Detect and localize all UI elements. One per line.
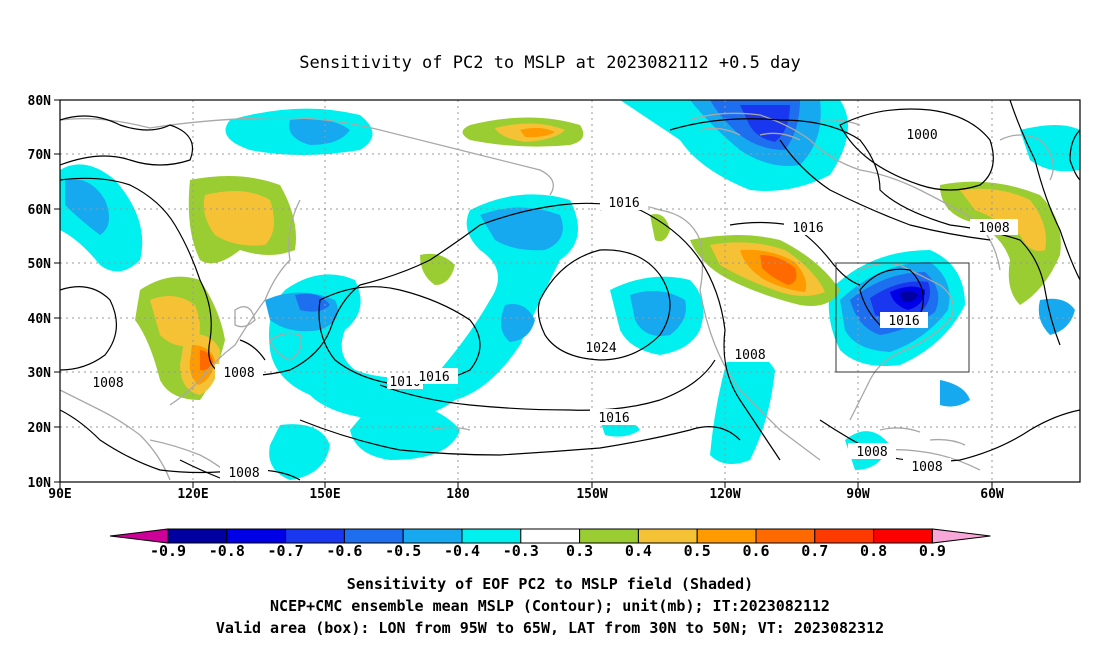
colorbar-label: 0.9: [919, 542, 946, 560]
colorbar-label: -0.8: [209, 542, 245, 560]
colorbar-segment: [579, 528, 639, 544]
grid-lines: [60, 100, 1080, 482]
contour-label: 1016: [888, 314, 919, 329]
contour-label: 1008: [223, 366, 254, 381]
colorbar-label: -0.7: [268, 542, 304, 560]
caption-line-2: NCEP+CMC ensemble mean MSLP (Contour); u…: [270, 597, 830, 615]
lat-label: 20N: [28, 421, 52, 436]
contour-label: 1008: [228, 466, 259, 481]
coastlines: [60, 112, 1054, 481]
colorbar-segment: [755, 528, 816, 544]
contour-label: 1000: [906, 128, 937, 143]
contour-labels: 1000 1008 1008 1008 1008 1008 1008 1008 …: [84, 126, 1018, 481]
lat-label: 40N: [28, 312, 52, 327]
mslp-contours: [60, 100, 1080, 481]
contour-label: 1016: [792, 221, 823, 236]
colorbar-label: -0.5: [385, 542, 421, 560]
axis-ticks: [54, 99, 993, 488]
colorbar-segment: [461, 528, 522, 544]
lat-label: 10N: [28, 476, 52, 491]
contour-label: 1024: [585, 341, 616, 356]
colorbar-segment: [696, 528, 757, 544]
lat-label: 60N: [28, 203, 52, 218]
lon-label: 150W: [576, 487, 607, 502]
latitude-labels: 80N 70N 60N 50N 40N 30N 20N 10N: [28, 94, 52, 491]
lon-label: 90W: [846, 487, 870, 502]
colorbar-label: -0.6: [326, 542, 362, 560]
lon-label: 120W: [709, 487, 740, 502]
colorbar-label: 0.8: [860, 542, 887, 560]
lon-label: 90E: [48, 487, 71, 502]
map-frame: [59, 99, 1081, 483]
colorbar-label: 0.3: [566, 542, 593, 560]
colorbar-segment: [873, 528, 933, 544]
contour-label: 1008: [92, 376, 123, 391]
contour-label: 1008: [734, 348, 765, 363]
colorbar: -0.9 -0.8 -0.7 -0.6 -0.5 -0.4 -0.3 0.3 0.4 0.5 0.6…: [109, 528, 991, 560]
colorbar-segment: [520, 528, 581, 544]
caption-line-1: Sensitivity of EOF PC2 to MSLP field (Sh…: [347, 575, 753, 593]
lat-label: 30N: [28, 366, 52, 381]
contour-label: 1008: [978, 221, 1009, 236]
contour-label: 1016: [598, 411, 629, 426]
colorbar-segment: [402, 528, 463, 544]
lon-label: 60W: [980, 487, 1004, 502]
colorbar-label: -0.3: [503, 542, 539, 560]
colorbar-label: -0.4: [444, 542, 480, 560]
colorbar-segment: [814, 528, 875, 544]
colorbar-segment: [637, 528, 698, 544]
colorbar-segment: [343, 528, 404, 544]
contour-label: 1016: [418, 370, 449, 385]
lat-label: 80N: [28, 94, 52, 109]
colorbar-segment: [167, 528, 228, 544]
colorbar-label: 0.6: [742, 542, 769, 560]
colorbar-label: 0.5: [684, 542, 711, 560]
colorbar-label: -0.9: [150, 542, 186, 560]
colorbar-low-arrow: [109, 528, 169, 544]
colorbar-segment: [226, 528, 287, 544]
colorbar-label: 0.4: [625, 542, 652, 560]
lon-label: 120E: [177, 487, 208, 502]
contour-label: 1016: [608, 196, 639, 211]
lon-label: 150E: [309, 487, 340, 502]
contour-label: 1008: [856, 445, 887, 460]
valid-area-box: [835, 262, 970, 373]
positive-sensitivity-shading: [135, 117, 1061, 400]
lon-label: 180: [446, 487, 470, 502]
colorbar-segment: [285, 528, 345, 544]
lat-label: 70N: [28, 148, 52, 163]
caption-line-3: Valid area (box): LON from 95W to 65W, L…: [216, 619, 884, 637]
lat-label: 50N: [28, 257, 52, 272]
map-title: Sensitivity of PC2 to MSLP at 2023082112…: [299, 53, 801, 73]
contour-label: 1008: [911, 460, 942, 475]
colorbar-high-arrow: [931, 528, 991, 544]
longitude-labels: 90E 120E 150E 180 150W 120W 90W 60W: [48, 487, 1004, 502]
map-area: 1000 1008 1008 1008 1008 1008 1008 1008 …: [60, 100, 1080, 482]
colorbar-label: 0.7: [801, 542, 828, 560]
